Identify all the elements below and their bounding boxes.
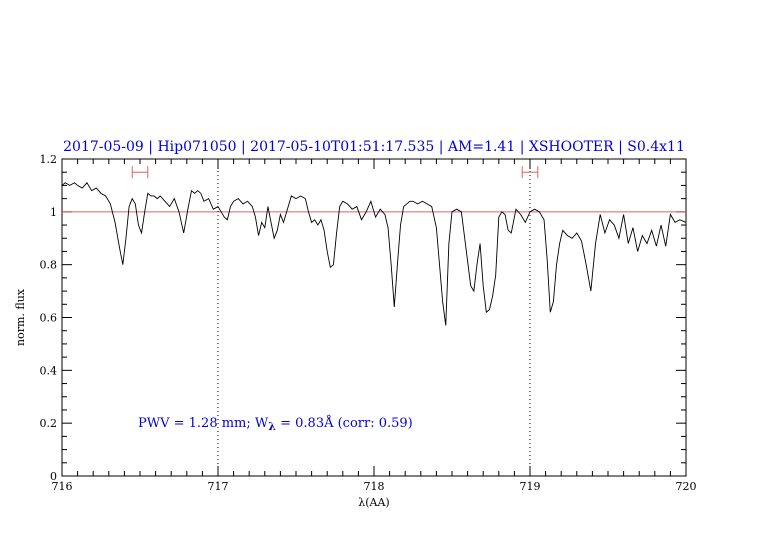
y-tick-label: 0.8 [40,259,58,272]
y-tick-label: 0.2 [40,417,58,430]
x-tick-label: 717 [208,480,229,493]
y-tick-label: 1.2 [40,153,58,166]
y-tick-labels: 0 0.2 0.4 0.6 0.8 1 1.2 [40,153,58,483]
y-tick-label: 0 [50,470,57,483]
y-axis-title: norm. flux [14,288,27,346]
x-axis-title: λ(AA) [358,496,389,509]
annotation-suffix: = 0.83Å (corr: 0.59) [276,415,413,431]
pwv-annotation: PWV = 1.28 mm; Wλ = 0.83Å (corr: 0.59) [138,415,413,433]
window-marker [521,166,539,179]
window-marker [131,166,149,179]
spectrum-series-line [61,182,687,326]
x-tick-label: 719 [520,480,541,493]
y-tick-label: 0.6 [40,312,58,325]
x-tick-label: 718 [364,480,385,493]
annotation-prefix: PWV = 1.28 mm; W [138,416,269,431]
x-tick-label: 716 [52,480,73,493]
chart-title: 2017-05-09 | Hip071050 | 2017-05-10T01:5… [63,139,685,155]
annotation-subscript: λ [268,420,276,433]
y-tick-label: 0.4 [40,364,58,377]
window-markers [131,166,539,179]
x-tick-label: 720 [676,480,697,493]
y-tick-label: 1 [50,206,57,219]
x-tick-labels: 716 717 718 719 720 [52,480,697,493]
